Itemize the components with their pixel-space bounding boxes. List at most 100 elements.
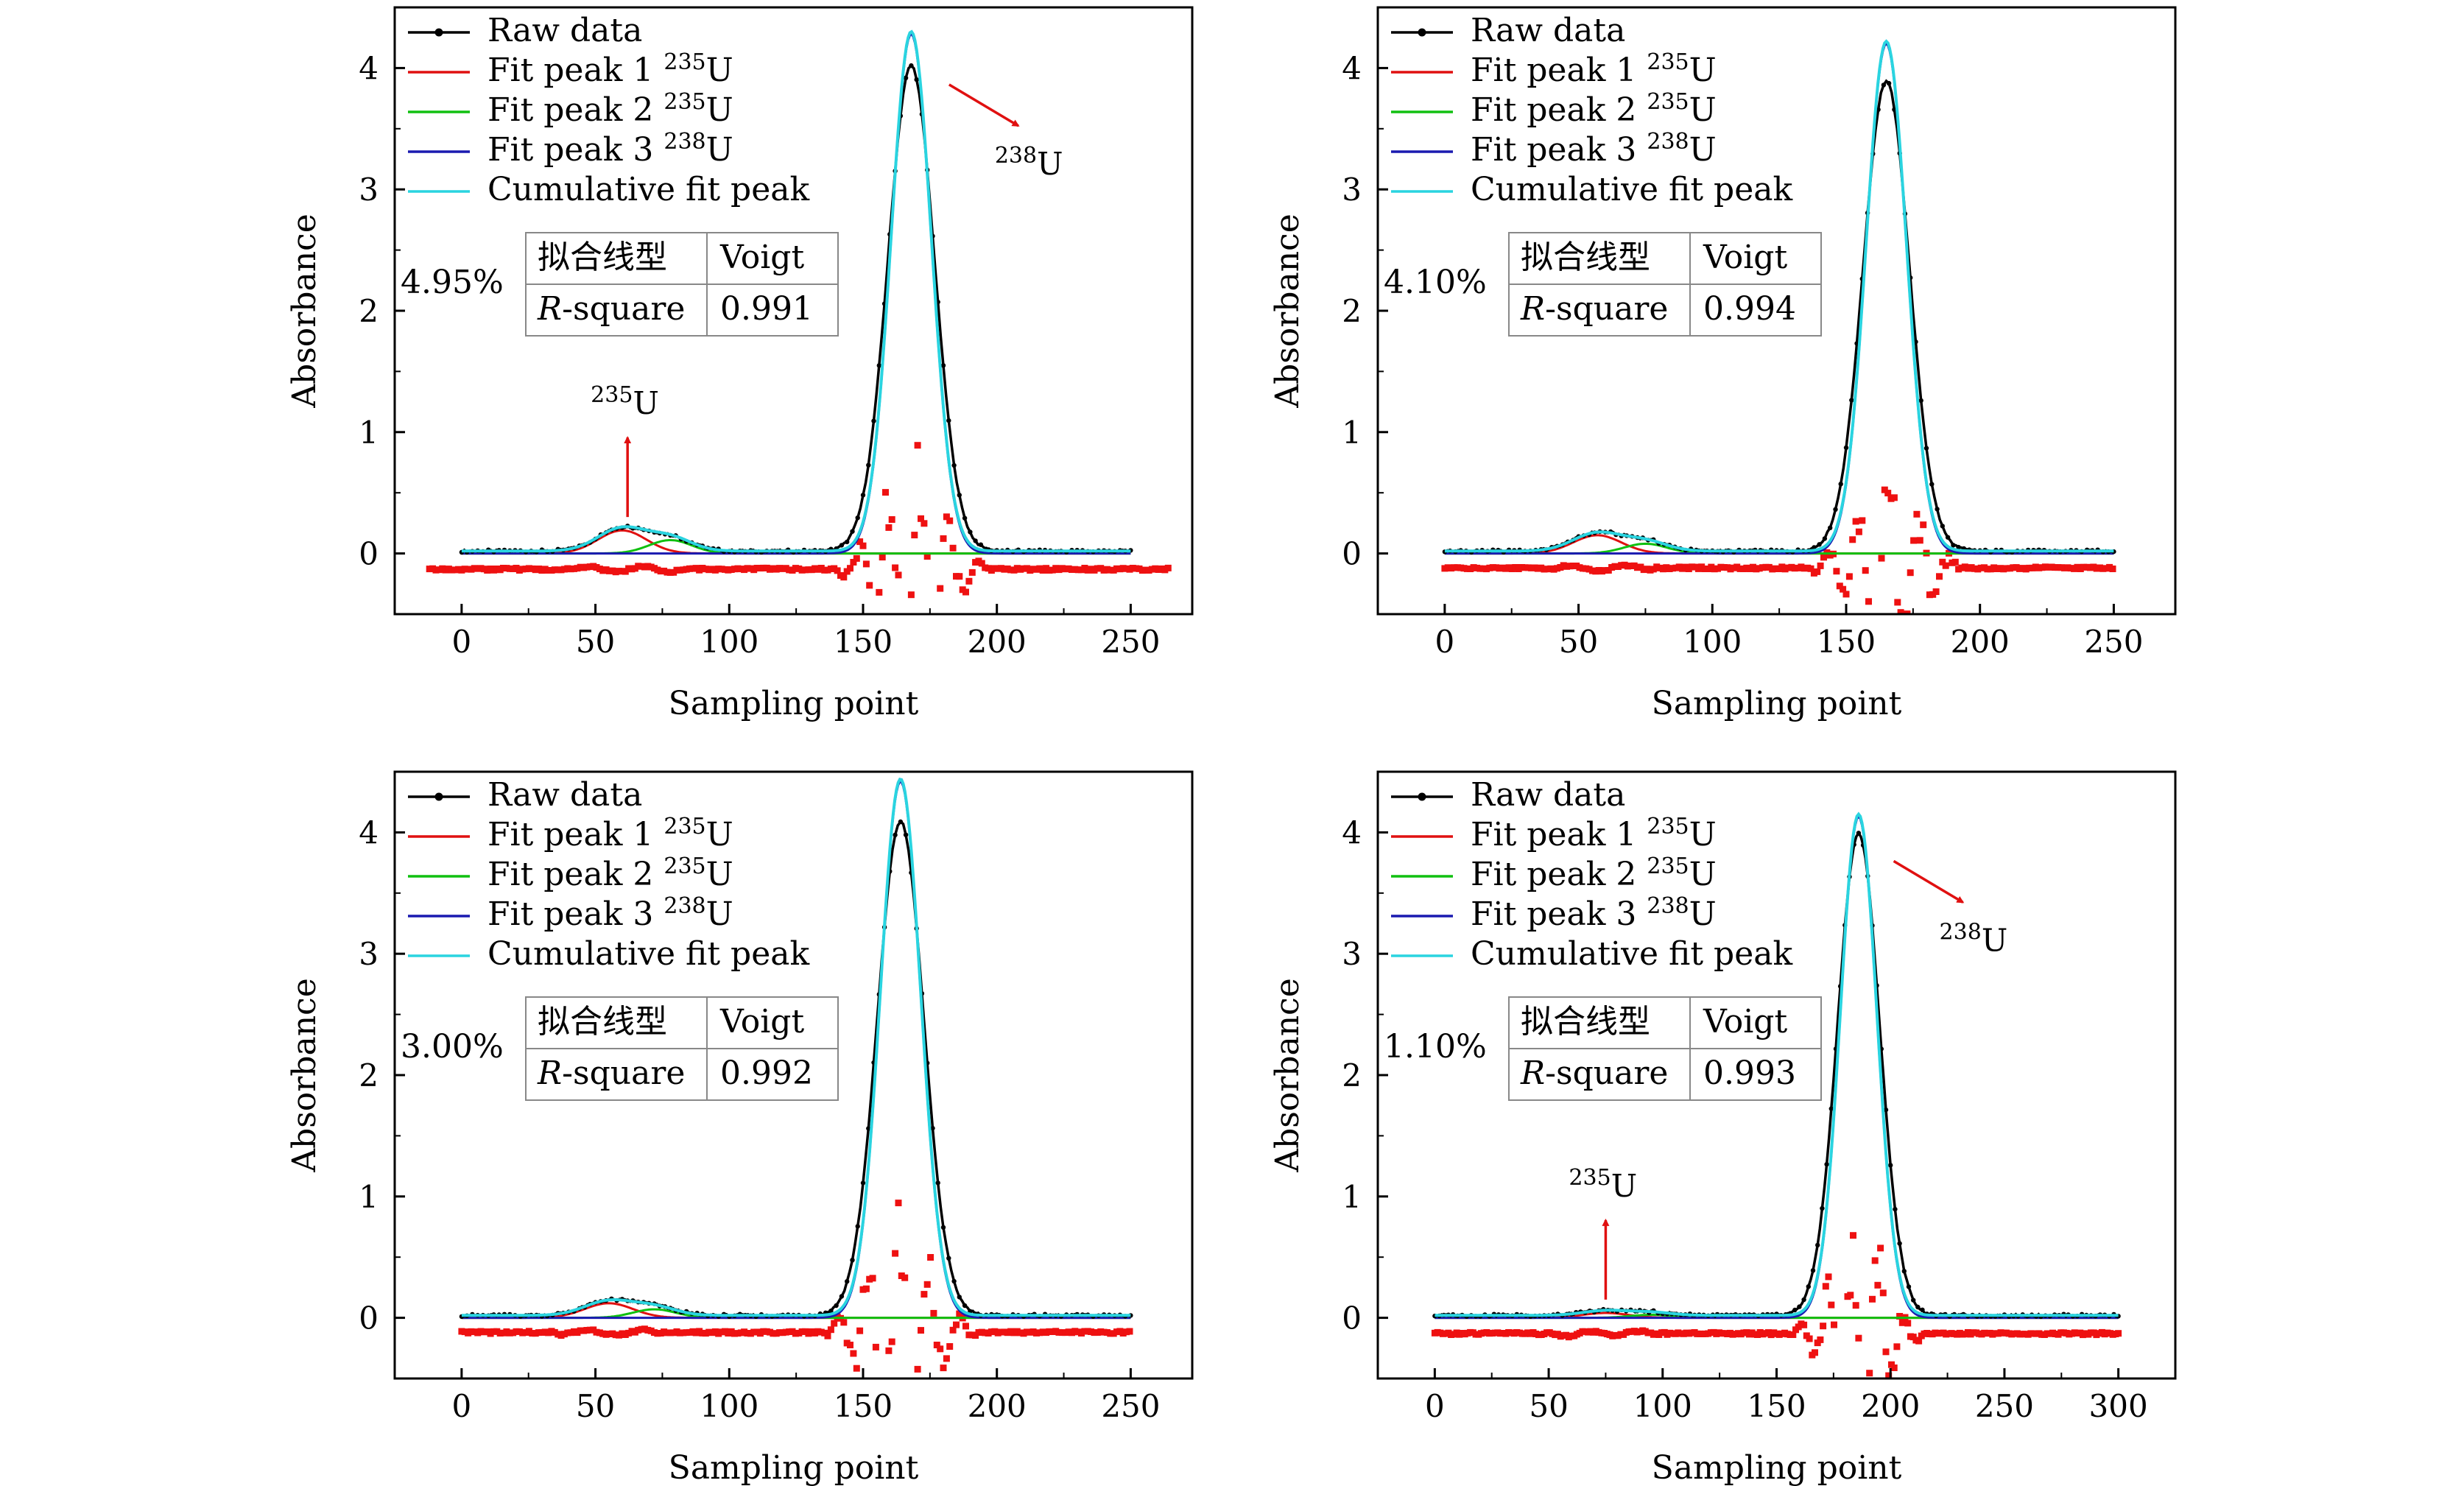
y-tick-label: 0 [1342, 536, 1362, 572]
residual-point [1885, 1372, 1893, 1378]
legend-element: U [706, 131, 733, 169]
residual-point [962, 588, 969, 596]
legend-text-raw: Raw data [487, 776, 642, 814]
legend-element: U [1689, 895, 1717, 933]
residual-point [882, 489, 889, 496]
raw-data-point [973, 538, 978, 543]
raw-data-point [1883, 1108, 1889, 1113]
raw-data-point [1810, 1268, 1816, 1273]
legend-label-cum: Cumulative fit peak [1471, 935, 1792, 973]
legend-isotope: 235 [1647, 89, 1689, 115]
residual-point [1817, 562, 1824, 569]
table-r-square-label: R-square [1520, 290, 1668, 328]
residual-point [1820, 554, 1827, 561]
residual-point [895, 1200, 902, 1207]
residual-point [1910, 537, 1918, 544]
x-tick-label: 250 [2084, 624, 2143, 660]
raw-data-point [845, 539, 850, 545]
residual-point [914, 1365, 921, 1373]
residual-point [1894, 599, 1901, 606]
x-tick-label: 0 [1435, 624, 1454, 660]
legend-text-fit3: Fit peak 3 [1471, 895, 1636, 933]
legend-isotope: 238 [1647, 893, 1689, 919]
enrichment-label: 4.10% [1384, 264, 1487, 301]
legend-label-fit2: Fit peak 2 235U [1471, 853, 1717, 893]
residual-point [946, 517, 954, 524]
legend-text-fit3: Fit peak 3 [487, 895, 653, 933]
residual-point [905, 627, 912, 634]
residual-point [1866, 1370, 1873, 1377]
residual-point [2115, 1330, 2122, 1337]
raw-data-point [1906, 1284, 1912, 1289]
x-tick-label: 0 [1425, 1388, 1445, 1424]
y-tick-label: 1 [359, 415, 379, 451]
residual-point [965, 577, 973, 585]
residual-point [1942, 562, 1949, 569]
raw-data-point [1920, 1307, 1925, 1313]
residual-point [1897, 609, 1904, 614]
residual-point [930, 618, 937, 624]
legend-label-raw: Raw data [487, 776, 642, 814]
residual-point [1882, 1348, 1890, 1356]
raw-data-point [1792, 1307, 1798, 1313]
residual-point [1913, 510, 1921, 518]
residual-point [1789, 1331, 1797, 1338]
raw-data-point [839, 543, 845, 548]
x-tick-label: 250 [1101, 624, 1160, 660]
residual-point [921, 1291, 928, 1298]
raw-data-point [850, 529, 855, 534]
y-tick-label: 0 [359, 536, 379, 572]
residual-point [888, 1338, 895, 1345]
annotation-label: 238U [1940, 919, 2008, 958]
annotation-element: U [1611, 1168, 1637, 1204]
raw-data-point [834, 1303, 839, 1309]
x-tick-label: 150 [1817, 624, 1876, 660]
table-r-square-label: R-square [537, 290, 685, 328]
legend-isotope: 235 [1647, 49, 1689, 75]
raw-data-point [866, 462, 871, 468]
residual-point [949, 544, 957, 552]
table-r-italic: R [1520, 1054, 1545, 1092]
raw-data-point [940, 1225, 946, 1230]
y-axis-title: Absorbance [1269, 214, 1306, 408]
residual-point [834, 567, 841, 574]
x-tick-label: 0 [451, 1388, 471, 1424]
raw-data-point [1801, 1297, 1806, 1303]
raw-data-point [1828, 1106, 1834, 1111]
raw-data-point [1838, 482, 1843, 487]
table-r-square-label: R-square [537, 1054, 685, 1092]
residual-point [923, 553, 931, 560]
legend-element: U [706, 856, 733, 893]
y-tick-label: 3 [1342, 936, 1362, 972]
x-tick-label: 300 [2089, 1388, 2148, 1424]
residual-point [840, 574, 848, 581]
cumulative-fit-line [1444, 39, 2114, 553]
legend-label-raw: Raw data [1471, 12, 1625, 49]
annotation-isotope: 238 [1940, 919, 1982, 945]
residual-point [1842, 1382, 1848, 1389]
table-r-italic: R [1520, 290, 1545, 328]
annotation-element: U [633, 385, 658, 421]
residual-point [1807, 565, 1814, 572]
cumulative-fit-line [461, 778, 1131, 1317]
fit-peak-3-line [461, 780, 1131, 1320]
residual-point [1893, 1343, 1901, 1351]
residual-point [937, 585, 944, 592]
residual-point [1126, 1328, 1133, 1335]
legend-element: U [706, 816, 733, 853]
residual-point [1920, 521, 1927, 529]
raw-data-point [957, 1295, 962, 1300]
annotation-label: 235U [591, 382, 659, 421]
legend-label-cum: Cumulative fit peak [1471, 171, 1792, 208]
residual-point [1901, 661, 1907, 667]
residual-point [1884, 490, 1892, 497]
raw-data-point [893, 832, 898, 838]
chart-panel-bottom-left: 0 50 100 150 200 250 0 1 2 3 4 Sampling point Absorb… [286, 770, 1194, 1486]
residual-point [1932, 588, 1940, 595]
legend-isotope: 235 [1647, 814, 1689, 839]
legend-element: U [1689, 52, 1717, 89]
residual-point [949, 1326, 957, 1334]
annotation-label: 235U [1569, 1165, 1637, 1204]
